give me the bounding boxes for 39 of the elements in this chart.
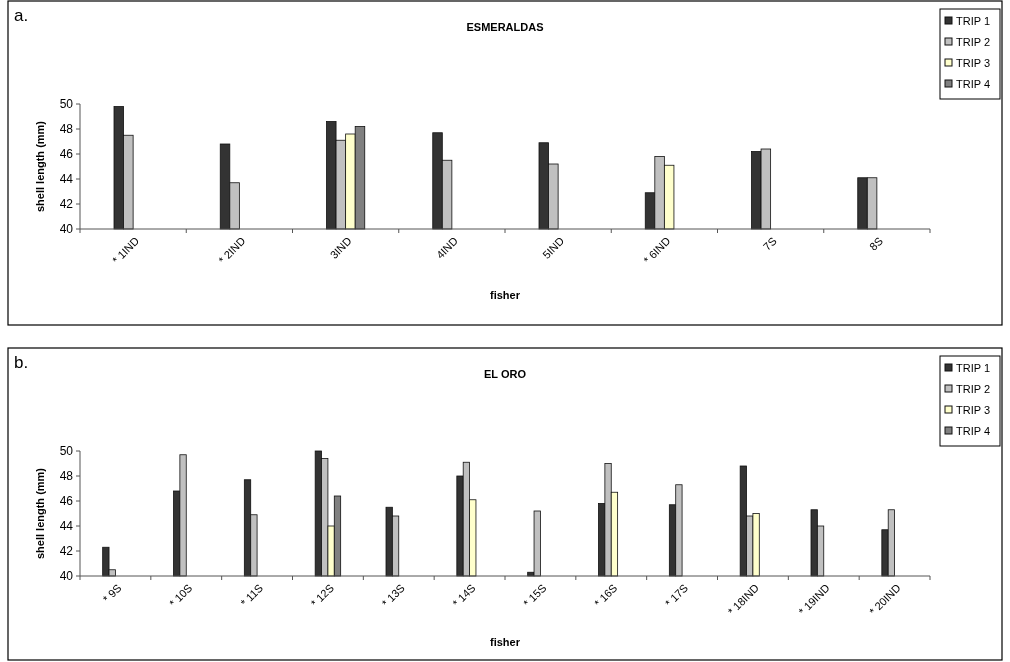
x-axis-title: fisher — [490, 636, 521, 648]
chart-title: ESMERALDAS — [466, 21, 544, 33]
legend-label: TRIP 3 — [956, 56, 991, 69]
x-axis-title: fisher — [490, 289, 521, 301]
legend-label: TRIP 2 — [956, 382, 991, 395]
y-tick-label: 40 — [59, 569, 74, 584]
y-tick-label: 42 — [59, 197, 74, 212]
chart-title: EL ORO — [484, 368, 527, 380]
legend-label: TRIP 2 — [956, 35, 991, 48]
y-axis-title: shell length (mm) — [34, 467, 46, 560]
legend-label: TRIP 1 — [956, 14, 991, 27]
x-tick-label: * 13S — [379, 581, 407, 610]
x-tick-label: * 14S — [450, 581, 478, 610]
x-tick-label: 7S — [760, 234, 779, 253]
legend-label: TRIP 4 — [956, 424, 991, 437]
y-tick-label: 46 — [59, 494, 74, 509]
y-tick-label: 48 — [59, 469, 74, 484]
x-tick-label: * 9S — [100, 581, 124, 605]
y-tick-label: 44 — [59, 172, 74, 187]
y-axis-title: shell length (mm) — [34, 120, 46, 213]
text: b. — [14, 353, 29, 372]
x-tick-label: * 16S — [591, 581, 620, 610]
y-tick-label: 42 — [59, 544, 74, 559]
text: a. — [14, 6, 29, 25]
x-tick-label: 8S — [867, 234, 886, 253]
y-tick-label: 46 — [59, 147, 74, 162]
y-tick-label: 40 — [59, 222, 74, 237]
legend-label: TRIP 1 — [956, 361, 991, 374]
legend-label: TRIP 4 — [956, 77, 991, 90]
legend-label: TRIP 3 — [956, 403, 991, 416]
x-tick-label: * 10S — [166, 581, 195, 610]
y-tick-label: 48 — [59, 122, 74, 137]
y-tick-label: 50 — [59, 444, 74, 459]
y-tick-label: 50 — [59, 97, 74, 112]
y-tick-label: 44 — [59, 519, 74, 534]
x-tick-label: * 17S — [662, 581, 691, 610]
x-tick-label: * 12S — [308, 581, 337, 610]
x-tick-label: * 11S — [238, 581, 266, 609]
x-tick-label: * 15S — [521, 581, 549, 610]
